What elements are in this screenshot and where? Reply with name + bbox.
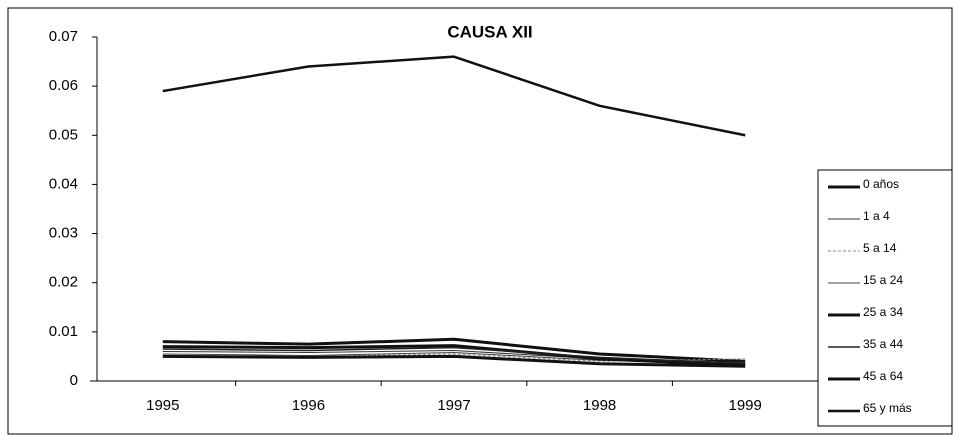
series-line: [162, 354, 746, 368]
y-tick-label: 0.01: [49, 323, 78, 340]
y-tick-label: 0: [70, 372, 78, 389]
legend-label: 35 a 44: [863, 337, 903, 351]
legend-box: [817, 169, 953, 427]
series-line: [162, 55, 746, 137]
x-tick-label: 1998: [583, 397, 616, 414]
legend-label: 1 a 4: [863, 209, 890, 223]
y-tick-label: 0.05: [49, 126, 78, 143]
x-tick-label: 1995: [146, 397, 179, 414]
legend-label: 65 y más: [863, 401, 912, 415]
legend-label: 25 a 34: [863, 305, 903, 319]
y-tick-label: 0.07: [49, 28, 78, 45]
legend-label: 45 a 64: [863, 369, 903, 383]
legend-label: 15 a 24: [863, 273, 903, 287]
x-tick-label: 1996: [292, 397, 325, 414]
series-line: [162, 346, 746, 365]
x-tick-label: 1999: [729, 397, 762, 414]
x-tick-label: 1997: [437, 397, 470, 414]
y-tick-label: 0.02: [49, 274, 78, 291]
y-tick-label: 0.03: [49, 225, 78, 242]
chart-title: CAUSA XII: [447, 22, 532, 41]
y-tick-label: 0.06: [49, 77, 78, 94]
series-line: [162, 344, 746, 367]
series-line: [162, 337, 746, 363]
chart-frame: [7, 7, 953, 435]
legend-label: 5 a 14: [863, 241, 897, 255]
y-tick-label: 0.04: [49, 175, 78, 192]
legend-label: 0 años: [863, 177, 899, 191]
